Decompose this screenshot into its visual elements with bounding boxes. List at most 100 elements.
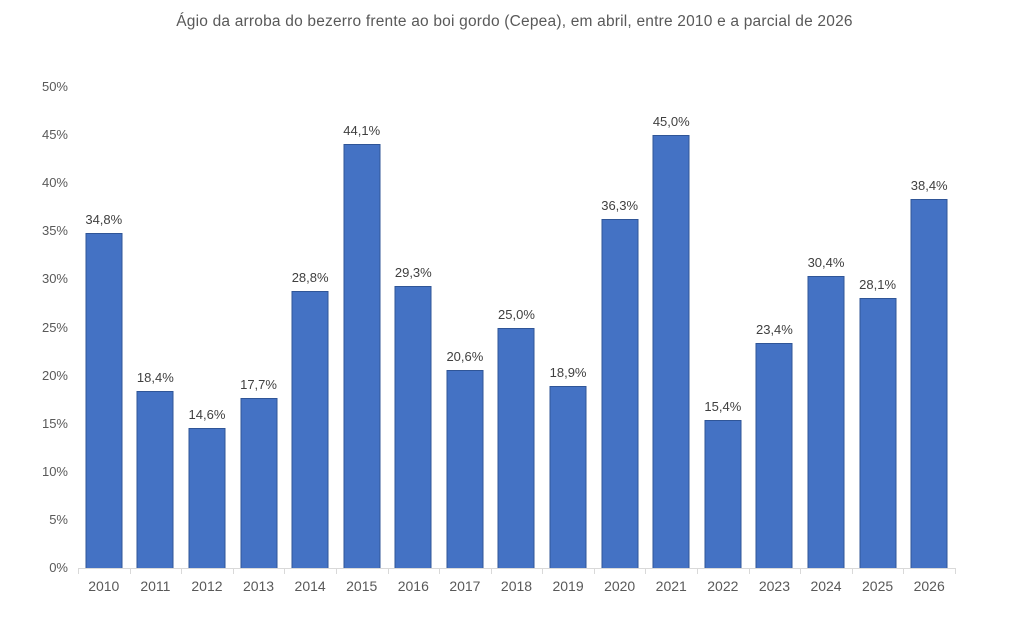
- bar-slot-2019: 18,9%: [542, 87, 594, 568]
- bar-slot-2011: 18,4%: [130, 87, 182, 568]
- x-axis-tick: [748, 568, 750, 574]
- x-axis-label-2026: 2026: [913, 578, 945, 594]
- x-axis-tick: [593, 568, 595, 574]
- x-axis-label-2023: 2023: [758, 578, 790, 594]
- y-axis-tick-label: 45%: [41, 127, 68, 143]
- bar-2024: [807, 275, 845, 568]
- bar-value-label-2024: 30,4%: [807, 254, 845, 270]
- bar-2012: [188, 427, 226, 568]
- y-axis-tick-label: 50%: [41, 79, 68, 94]
- x-axis-tick: [78, 568, 79, 574]
- y-axis-tick-label: 35%: [41, 223, 68, 239]
- x-axis-label-2010: 2010: [88, 578, 120, 594]
- x-axis-tick: [490, 568, 492, 574]
- x-axis-label-2025: 2025: [862, 578, 894, 594]
- bar-slot-2016: 29,3%: [388, 87, 440, 568]
- bar-slot-2012: 14,6%: [181, 87, 233, 568]
- bar-2026: [910, 198, 948, 568]
- bar-2015: [343, 143, 381, 568]
- x-axis-tick: [181, 568, 183, 574]
- bar-slot-2014: 28,8%: [284, 87, 336, 568]
- x-axis-tick: [129, 568, 131, 574]
- bar-slot-2025: 28,1%: [852, 87, 904, 568]
- x-axis-label-2017: 2017: [449, 578, 481, 594]
- x-axis-label-2018: 2018: [500, 578, 533, 594]
- bar-slot-2010: 34,8%: [78, 87, 130, 568]
- bar-value-label-2014: 28,8%: [291, 269, 329, 285]
- bar-2018: [497, 327, 535, 568]
- bar-2016: [394, 286, 432, 568]
- bar-value-label-2020: 36,3%: [601, 197, 639, 213]
- bar-2017: [446, 369, 484, 568]
- bar-value-label-2019: 18,9%: [549, 365, 587, 381]
- y-axis-tick-label: 20%: [41, 367, 68, 383]
- bar-2022: [704, 419, 742, 568]
- x-axis-tick: [800, 568, 802, 574]
- bar-slot-2017: 20,6%: [439, 87, 491, 568]
- x-axis-tick: [439, 568, 441, 574]
- x-axis-label-2015: 2015: [346, 578, 378, 594]
- y-axis-tick-label: 25%: [41, 319, 68, 335]
- bar-slot-2024: 30,4%: [800, 87, 852, 568]
- x-axis-tick: [284, 568, 286, 574]
- x-axis-label-2020: 2020: [604, 578, 636, 594]
- bar-value-label-2017: 20,6%: [446, 348, 484, 364]
- bar-2023: [755, 342, 793, 568]
- y-axis-tick-label: 30%: [41, 271, 68, 287]
- x-axis-label-2011: 2011: [140, 578, 171, 594]
- y-axis-tick-label: 10%: [41, 463, 68, 479]
- bar-slot-2026: 38,4%: [903, 87, 955, 568]
- x-axis-label-2014: 2014: [294, 578, 326, 594]
- bar-2013: [240, 397, 278, 568]
- bar-2025: [859, 297, 897, 568]
- bar-value-label-2011: 18,4%: [136, 370, 174, 385]
- x-axis-label-2013: 2013: [242, 578, 275, 594]
- bar-value-label-2013: 17,7%: [240, 376, 277, 392]
- bar-slot-2021: 45,0%: [645, 87, 697, 568]
- x-axis-tick: [851, 568, 853, 574]
- bar-slot-2023: 23,4%: [749, 87, 801, 568]
- x-axis-tick: [955, 568, 956, 574]
- bar-slot-2020: 36,3%: [594, 87, 646, 568]
- bar-slot-2015: 44,1%: [336, 87, 388, 568]
- x-axis-tick: [697, 568, 699, 574]
- x-axis-tick: [645, 568, 647, 574]
- y-axis-tick-label: 0%: [49, 560, 68, 575]
- x-axis-tick: [335, 568, 337, 574]
- bar-slot-2018: 25,0%: [491, 87, 543, 568]
- x-axis-label-2022: 2022: [707, 578, 739, 594]
- x-axis-label-2019: 2019: [552, 578, 584, 594]
- x-axis-label-2012: 2012: [191, 578, 223, 594]
- x-axis-label-2021: 2021: [655, 578, 687, 594]
- bar-value-label-2012: 14,6%: [188, 406, 226, 422]
- x-axis-tick: [232, 568, 234, 574]
- bar-value-label-2015: 44,1%: [343, 122, 381, 138]
- bar-value-label-2023: 23,4%: [755, 321, 793, 337]
- bar-value-label-2025: 28,1%: [859, 276, 897, 292]
- bar-value-label-2016: 29,3%: [394, 265, 432, 281]
- x-axis-tick: [542, 568, 544, 574]
- y-axis-tick-label: 15%: [41, 415, 68, 431]
- x-axis-tick: [903, 568, 905, 574]
- chart-title: Ágio da arroba do bezerro frente ao boi …: [176, 13, 853, 30]
- y-axis-tick-label: 40%: [41, 175, 68, 191]
- bar-value-label-2018: 25,0%: [498, 306, 535, 322]
- bar-2019: [549, 386, 587, 568]
- x-axis-label-2016: 2016: [397, 578, 429, 594]
- bar-value-label-2026: 38,4%: [910, 177, 948, 193]
- bar-2020: [601, 218, 639, 568]
- bar-value-label-2021: 45,0%: [652, 114, 690, 130]
- y-axis-tick-label: 5%: [49, 511, 68, 527]
- bar-2021: [652, 135, 690, 568]
- bar-2010: [85, 233, 123, 568]
- bar-value-label-2010: 34,8%: [85, 212, 123, 228]
- bar-2011: [136, 391, 174, 568]
- x-axis-tick: [387, 568, 389, 574]
- bar-2014: [291, 290, 329, 568]
- bar-slot-2022: 15,4%: [697, 87, 749, 568]
- bar-value-label-2022: 15,4%: [704, 398, 742, 414]
- plot-area: 34,8% 18,4% 14,6% 17,7% 28,8% 44,1% 29,3% 20,6%…: [78, 87, 955, 568]
- x-axis-line: [78, 568, 956, 569]
- bar-slot-2013: 17,7%: [233, 87, 285, 568]
